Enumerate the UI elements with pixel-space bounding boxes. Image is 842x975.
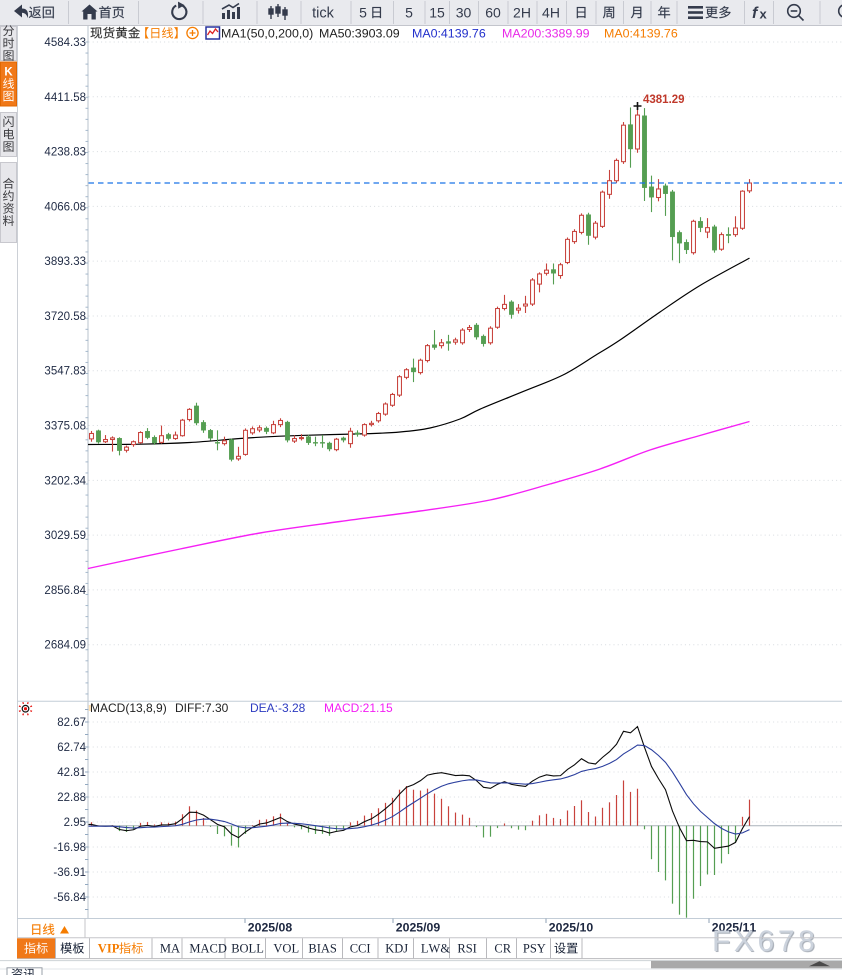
- svg-text:CCI: CCI: [350, 942, 371, 956]
- svg-text:LW&: LW&: [421, 942, 450, 956]
- svg-text:-16.98: -16.98: [53, 842, 86, 854]
- svg-text:x: x: [760, 7, 768, 22]
- svg-text:3375.08: 3375.08: [44, 421, 86, 433]
- svg-text:DIFF:7.30: DIFF:7.30: [175, 701, 229, 715]
- svg-text:3720.58: 3720.58: [44, 311, 86, 323]
- svg-text:MA: MA: [160, 942, 180, 956]
- svg-text:MACD: MACD: [189, 942, 227, 956]
- svg-text:PSY: PSY: [523, 942, 546, 956]
- svg-text:5: 5: [359, 5, 367, 21]
- svg-text:BOLL: BOLL: [231, 942, 264, 956]
- svg-text:3202.34: 3202.34: [44, 475, 86, 487]
- svg-text:62.74: 62.74: [57, 742, 86, 754]
- svg-text:f: f: [752, 5, 759, 22]
- svg-text:2025/11: 2025/11: [712, 921, 757, 935]
- svg-text:15: 15: [429, 5, 445, 21]
- svg-text:3547.83: 3547.83: [44, 366, 86, 378]
- svg-text:60: 60: [485, 5, 501, 21]
- svg-text:4381.29: 4381.29: [643, 94, 685, 106]
- svg-text:2025/09: 2025/09: [396, 921, 441, 935]
- svg-text:4066.08: 4066.08: [44, 201, 86, 213]
- svg-text:4584.33: 4584.33: [44, 37, 86, 49]
- svg-text:4H: 4H: [542, 5, 560, 21]
- svg-text:K: K: [4, 67, 13, 79]
- svg-text:22.88: 22.88: [57, 792, 86, 804]
- svg-text:BIAS: BIAS: [308, 942, 337, 956]
- svg-text:MA0:4139.76: MA0:4139.76: [412, 27, 486, 41]
- svg-text:2025/08: 2025/08: [248, 921, 293, 935]
- svg-text:82.67: 82.67: [57, 717, 86, 729]
- svg-text:5: 5: [405, 5, 413, 21]
- svg-text:VIP: VIP: [98, 942, 120, 956]
- svg-text:4411.58: 4411.58: [44, 92, 86, 104]
- svg-text:MA1(50,0,200,0): MA1(50,0,200,0): [221, 27, 313, 41]
- svg-text:MA0:4139.76: MA0:4139.76: [604, 27, 678, 41]
- svg-text:VOL: VOL: [273, 942, 299, 956]
- svg-text:FX678: FX678: [712, 925, 818, 958]
- svg-text:4238.83: 4238.83: [44, 147, 86, 159]
- svg-text:KDJ: KDJ: [385, 942, 408, 956]
- svg-text:2856.84: 2856.84: [44, 585, 86, 597]
- svg-text:2684.09: 2684.09: [44, 640, 86, 652]
- svg-text:2025/10: 2025/10: [549, 921, 594, 935]
- svg-text:MA50:3903.09: MA50:3903.09: [319, 27, 400, 41]
- svg-text:-56.84: -56.84: [53, 892, 86, 904]
- svg-text:DEA:-3.28: DEA:-3.28: [250, 701, 306, 715]
- svg-text:MACD:21.15: MACD:21.15: [324, 701, 393, 715]
- svg-text:30: 30: [456, 5, 472, 21]
- svg-text:MA200:3389.99: MA200:3389.99: [502, 27, 590, 41]
- svg-text:3893.33: 3893.33: [44, 256, 86, 268]
- svg-text:3029.59: 3029.59: [44, 530, 86, 542]
- svg-text:-36.91: -36.91: [53, 867, 86, 879]
- svg-text:42.81: 42.81: [57, 767, 86, 779]
- svg-text:2H: 2H: [513, 5, 531, 21]
- svg-text:RSI: RSI: [457, 942, 476, 956]
- svg-text:MACD(13,8,9): MACD(13,8,9): [90, 701, 167, 715]
- svg-text:CR: CR: [494, 942, 511, 956]
- svg-text:tick: tick: [312, 6, 335, 22]
- svg-text:2.95: 2.95: [64, 817, 86, 829]
